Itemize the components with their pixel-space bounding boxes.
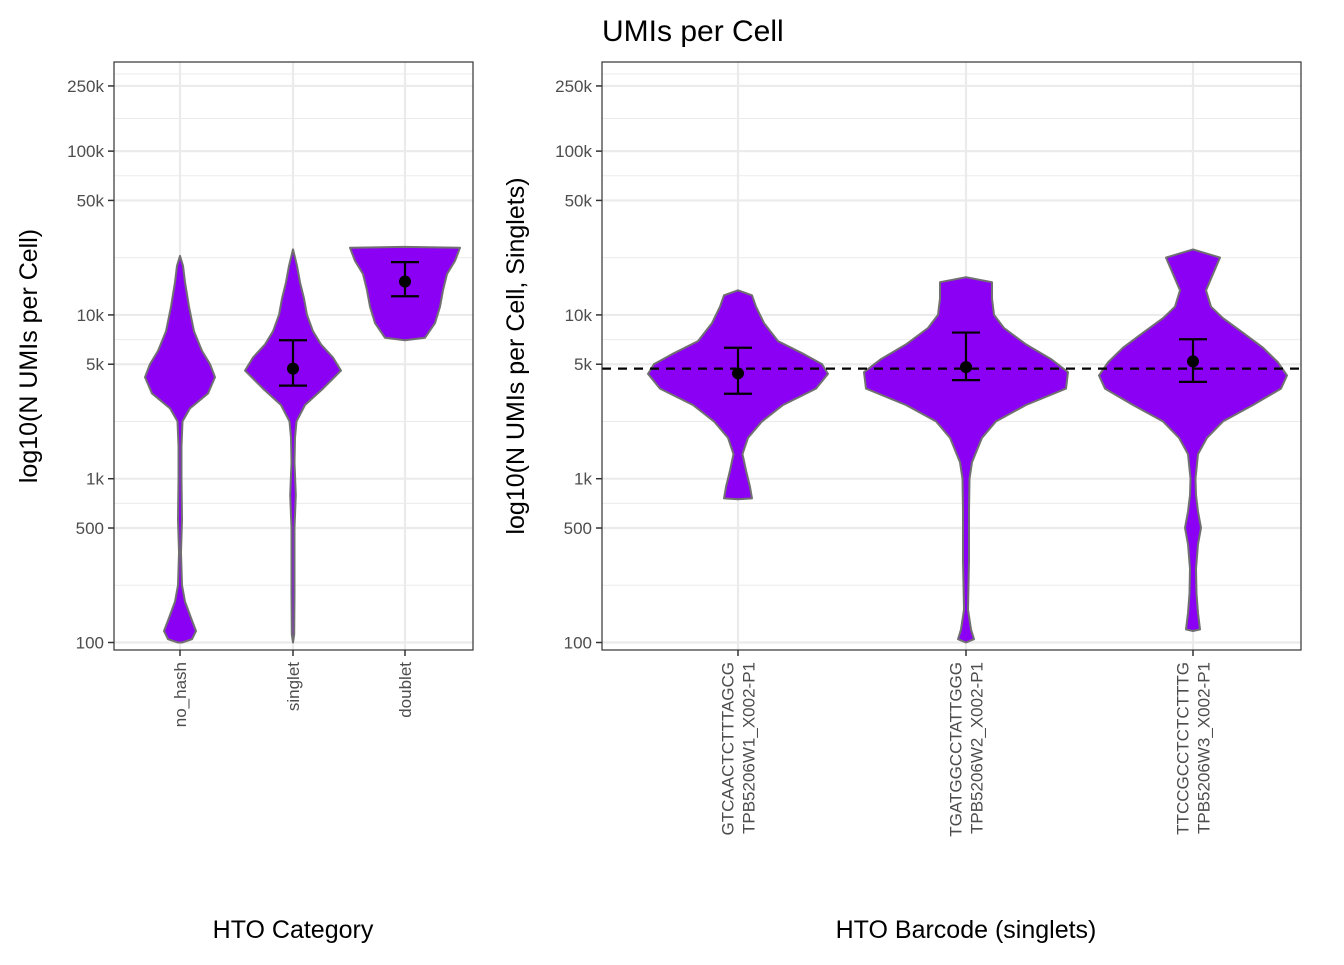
violin-2	[244, 248, 342, 644]
mean-point	[1187, 355, 1199, 368]
y-tick-label: 500	[564, 519, 592, 538]
x-tick-label: singlet	[284, 662, 303, 711]
violin-1	[144, 254, 216, 644]
violin-3	[1098, 248, 1288, 632]
y-tick-label: 100k	[555, 142, 592, 161]
y-tick-label: 100	[564, 634, 592, 653]
y-tick-label: 50k	[565, 191, 593, 210]
panel-hto-category: 100 500 1k 5k 10k 50k 100k 250k no_hash singlet do…	[15, 61, 474, 944]
y-tick-label: 1k	[574, 470, 592, 489]
mean-point	[732, 367, 744, 380]
y-tick-label: 5k	[574, 355, 592, 374]
x-tick-label: TTCCGCCTCTCTTTG	[1174, 662, 1193, 835]
x-tick-label: TGATGGCCTATTGGG	[947, 662, 966, 837]
y-tick-label: 250k	[67, 77, 104, 96]
mean-point	[399, 275, 411, 288]
y-tick-label: 50k	[77, 191, 105, 210]
y-tick-label: 500	[76, 519, 104, 538]
x-axis-title: HTO Category	[213, 916, 374, 944]
y-axis-title: log10(N UMIs per Cell)	[15, 229, 43, 483]
mean-point	[287, 362, 299, 375]
chart-title: UMIs per Cell	[602, 15, 784, 48]
y-tick-label: 1k	[86, 470, 104, 489]
x-tick-label: no_hash	[171, 662, 190, 727]
x-tick-label: TPB5206W1_X002-P1	[740, 662, 759, 834]
y-tick-label: 250k	[555, 77, 592, 96]
x-tick-label: TPB5206W3_X002-P1	[1195, 662, 1214, 834]
panel-border	[601, 61, 1302, 651]
y-tick-label: 100k	[67, 142, 104, 161]
y-tick-label: 10k	[77, 306, 105, 325]
x-tick-label: doublet	[396, 662, 415, 718]
x-axis-title: HTO Barcode (singlets)	[836, 916, 1097, 944]
y-tick-label: 5k	[86, 355, 104, 374]
x-tick-label: GTCAACTCTTTAGCG	[719, 662, 738, 835]
y-axis-title: log10(N UMIs per Cell, Singlets)	[502, 177, 530, 534]
mean-point	[960, 361, 972, 374]
y-tick-label: 100	[76, 634, 104, 653]
x-tick-label: TPB5206W2_X002-P1	[968, 662, 987, 834]
y-tick-label: 10k	[565, 306, 593, 325]
